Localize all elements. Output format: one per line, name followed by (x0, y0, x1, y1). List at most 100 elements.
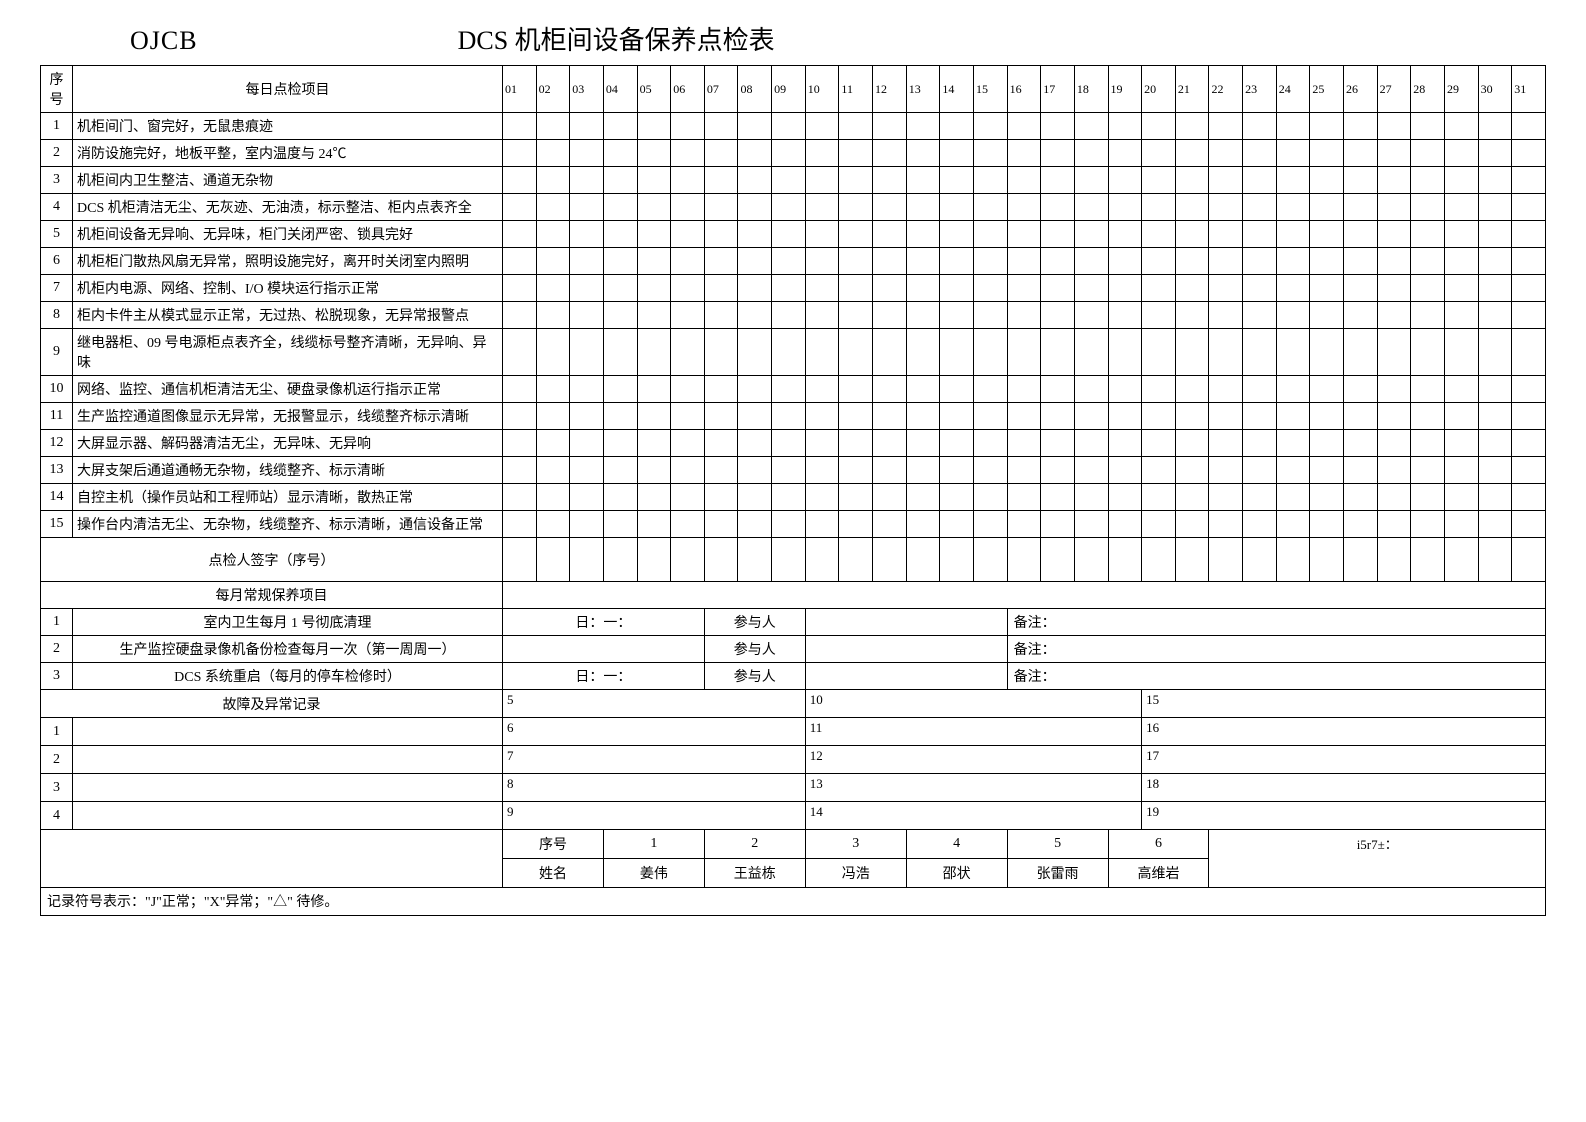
daily-cell (536, 376, 570, 403)
daily-cell (1444, 484, 1478, 511)
daily-cell (1243, 248, 1277, 275)
fault-c: 13 (805, 774, 1141, 802)
daily-cell (570, 113, 604, 140)
daily-cell (1512, 329, 1546, 376)
daily-cell (1344, 194, 1378, 221)
daily-cell (503, 167, 537, 194)
daily-cell (1007, 511, 1041, 538)
daily-cell (1243, 376, 1277, 403)
daily-item-text: 生产监控通道图像显示无异常，无报警显示，线缆整齐标示清晰 (73, 403, 503, 430)
daily-cell (704, 302, 738, 329)
daily-cell (1411, 275, 1445, 302)
daily-cell (503, 302, 537, 329)
daily-cell (805, 430, 839, 457)
daily-cell (805, 194, 839, 221)
daily-cell (1108, 376, 1142, 403)
daily-cell (1444, 248, 1478, 275)
daily-cell (1478, 221, 1512, 248)
header-row: 序号 每日点检项目 01 02 03 04 05 06 07 08 09 10 … (41, 66, 1546, 113)
daily-cell (1175, 248, 1209, 275)
daily-cell (1377, 113, 1411, 140)
daily-cell (1377, 302, 1411, 329)
daily-cell (637, 302, 671, 329)
day-16: 16 (1007, 66, 1041, 113)
daily-cell (637, 403, 671, 430)
daily-seq: 11 (41, 403, 73, 430)
daily-cell (973, 248, 1007, 275)
daily-cell (1478, 167, 1512, 194)
daily-cell (1411, 430, 1445, 457)
daily-cell (1276, 140, 1310, 167)
daily-cell (873, 140, 907, 167)
fault-b: 7 (503, 746, 806, 774)
daily-cell (1377, 457, 1411, 484)
daily-cell (1243, 430, 1277, 457)
daily-cell (940, 511, 974, 538)
daily-cell (738, 248, 772, 275)
daily-cell (1377, 484, 1411, 511)
fault-b: 9 (503, 802, 806, 830)
doc-code: OJCB (130, 26, 198, 56)
daily-cell (570, 275, 604, 302)
daily-cell (1276, 430, 1310, 457)
daily-cell (1142, 329, 1176, 376)
daily-cell (536, 140, 570, 167)
fault-a: 2 (41, 746, 73, 774)
day-27: 27 (1377, 66, 1411, 113)
daily-row: 13大屏支架后通道通畅无杂物，线缆整齐、标示清晰 (41, 457, 1546, 484)
daily-cell (1108, 194, 1142, 221)
daily-cell (1276, 376, 1310, 403)
daily-cell (940, 248, 974, 275)
daily-cell (1175, 484, 1209, 511)
daily-cell (1344, 167, 1378, 194)
daily-cell (536, 302, 570, 329)
daily-cell (873, 221, 907, 248)
daily-cell (1411, 329, 1445, 376)
daily-cell (1209, 376, 1243, 403)
daily-cell (704, 430, 738, 457)
daily-cell (1377, 329, 1411, 376)
daily-cell (1108, 457, 1142, 484)
daily-cell (1243, 484, 1277, 511)
daily-cell (738, 511, 772, 538)
daily-cell (503, 403, 537, 430)
monthly-item: 室内卫生每月 1 号彻底清理 (73, 609, 503, 636)
daily-cell (1411, 248, 1445, 275)
staff-sign-label: i5r7±： (1209, 830, 1546, 888)
daily-cell (1074, 403, 1108, 430)
daily-cell (805, 167, 839, 194)
daily-cell (570, 457, 604, 484)
daily-cell (1142, 275, 1176, 302)
daily-cell (1175, 302, 1209, 329)
daily-cell (1041, 194, 1075, 221)
daily-row: 14自控主机（操作员站和工程师站）显示清晰，散热正常 (41, 484, 1546, 511)
daily-cell (536, 221, 570, 248)
day-22: 22 (1209, 66, 1243, 113)
daily-cell (671, 302, 705, 329)
daily-cell (1478, 430, 1512, 457)
daily-cell (906, 275, 940, 302)
daily-cell (1310, 194, 1344, 221)
daily-cell (536, 113, 570, 140)
daily-cell (1007, 167, 1041, 194)
daily-cell (503, 113, 537, 140)
daily-cell (637, 430, 671, 457)
day-07: 07 (704, 66, 738, 113)
staff-name: 姜伟 (603, 859, 704, 888)
daily-cell (1512, 403, 1546, 430)
daily-cell (1108, 275, 1142, 302)
staff-name: 张雷雨 (1007, 859, 1108, 888)
daily-cell (603, 113, 637, 140)
daily-cell (1276, 457, 1310, 484)
daily-cell (805, 457, 839, 484)
daily-cell (805, 376, 839, 403)
daily-cell (637, 113, 671, 140)
daily-cell (570, 329, 604, 376)
daily-cell (973, 484, 1007, 511)
daily-cell (1209, 194, 1243, 221)
daily-cell (1243, 302, 1277, 329)
daily-cell (839, 430, 873, 457)
daily-cell (940, 329, 974, 376)
monthly-row-1: 1 室内卫生每月 1 号彻底清理 日：一： 参与人 备注： (41, 609, 1546, 636)
daily-cell (1142, 430, 1176, 457)
